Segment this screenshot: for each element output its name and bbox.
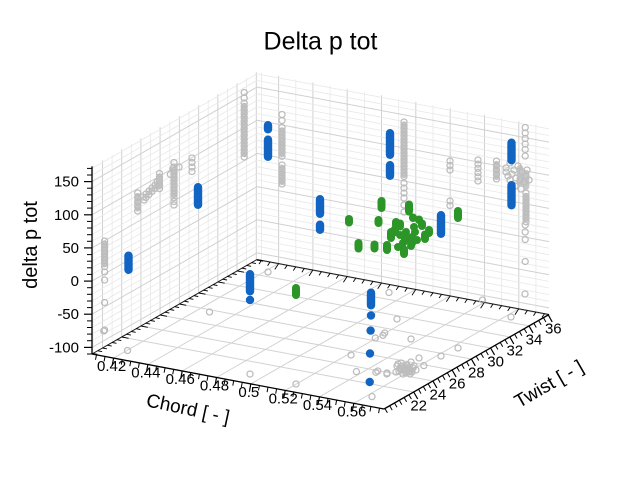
svg-text:0.52: 0.52 (269, 390, 298, 407)
svg-text:0.46: 0.46 (166, 371, 195, 388)
svg-text:36: 36 (545, 320, 562, 337)
svg-text:26: 26 (449, 376, 466, 393)
svg-text:100: 100 (54, 207, 79, 224)
svg-text:0.56: 0.56 (337, 403, 366, 420)
svg-text:-100: -100 (49, 339, 79, 356)
svg-text:Delta p tot: Delta p tot (264, 28, 378, 56)
svg-text:50: 50 (62, 240, 79, 257)
svg-text:0.44: 0.44 (131, 365, 160, 382)
svg-text:150: 150 (54, 174, 79, 191)
svg-text:0.54: 0.54 (303, 397, 332, 414)
svg-text:0.42: 0.42 (97, 358, 126, 375)
svg-text:0.5: 0.5 (238, 384, 259, 401)
svg-text:34: 34 (526, 331, 543, 348)
svg-text:0.48: 0.48 (200, 378, 229, 395)
svg-text:22: 22 (410, 398, 427, 415)
svg-text:delta p tot: delta p tot (20, 201, 42, 289)
svg-text:32: 32 (506, 342, 523, 359)
svg-text:28: 28 (468, 365, 485, 382)
svg-text:30: 30 (487, 354, 504, 371)
svg-text:0: 0 (71, 273, 79, 290)
svg-text:24: 24 (430, 387, 447, 404)
svg-text:-50: -50 (57, 306, 79, 323)
